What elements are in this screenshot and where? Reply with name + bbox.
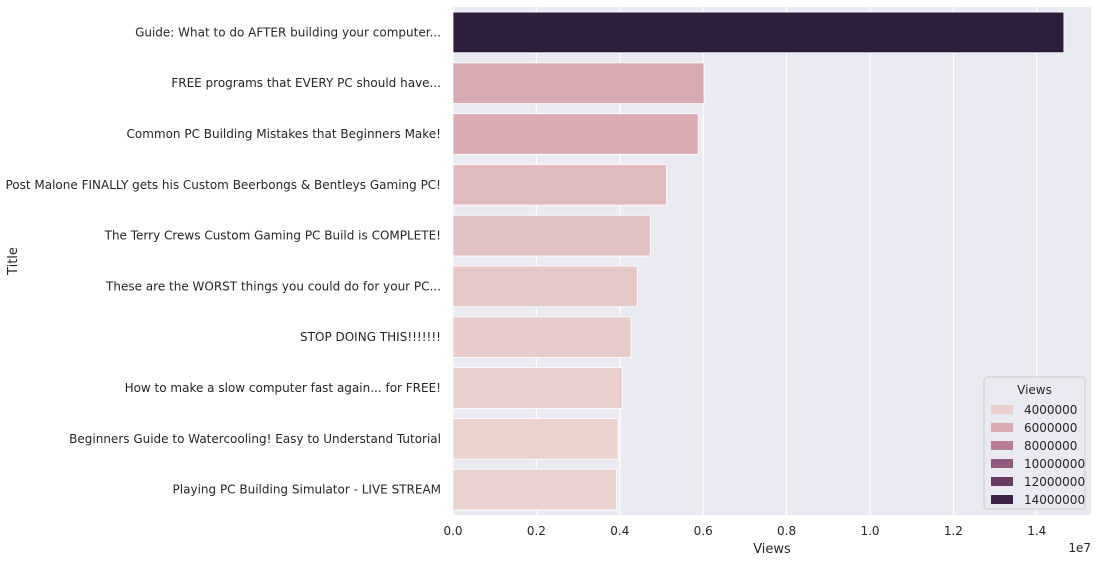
legend-swatch [991,405,1013,414]
x-tick-label: 1.2 [944,524,963,538]
legend-entry: 10000000 [1024,457,1085,471]
y-tick-label: Guide: What to do AFTER building your co… [135,25,441,39]
bar [452,468,617,511]
bar [452,62,705,104]
legend-swatch [991,423,1013,432]
legend-title: Views [1017,383,1052,397]
legend-swatch [991,441,1013,450]
bar [452,214,651,257]
x-tick-label: 0.2 [527,524,546,538]
legend-entry: 12000000 [1024,475,1085,489]
legend-swatch [991,477,1013,486]
legend-entry: 8000000 [1024,439,1077,453]
bar [452,418,619,460]
y-tick-label: Playing PC Building Simulator - LIVE STR… [173,483,441,497]
x-tick-label: 0.8 [777,524,796,538]
y-tick-label: FREE programs that EVERY PC should have.… [171,76,441,90]
x-tick-label: 0.6 [694,524,713,538]
legend-entry: 6000000 [1024,421,1077,435]
legend-swatch [991,495,1013,504]
x-tick-labels: 0.0 0.2 0.4 0.6 0.8 1.0 1.2 1.4 [443,524,1046,538]
bar [452,265,638,308]
y-tick-labels: Guide: What to do AFTER building your co… [5,25,441,496]
legend: Views 4000000 6000000 8000000 10000000 120000… [983,376,1086,510]
y-tick-label: Common PC Building Mistakes that Beginne… [126,127,441,141]
y-tick-label: The Terry Crews Custom Gaming PC Build i… [104,229,441,243]
y-tick-label: Beginners Guide to Watercooling! Easy to… [69,432,441,446]
y-tick-label: These are the WORST things you could do … [105,279,441,293]
bar [452,316,632,358]
y-axis-label: Title [6,247,21,276]
bars [452,11,1065,511]
legend-swatch [991,459,1013,468]
x-tick-label: 0.0 [443,524,462,538]
bar [452,367,623,409]
bar [452,11,1065,54]
y-tick-label: How to make a slow computer fast again..… [125,381,441,395]
y-tick-label: Post Malone FINALLY gets his Custom Beer… [5,178,441,192]
y-tick-label: STOP DOING THIS!!!!!!! [300,330,441,344]
x-axis-offset-label: 1e7 [1068,541,1091,555]
legend-entry: 4000000 [1024,403,1077,417]
x-axis-label: Views [753,542,791,557]
legend-entry: 14000000 [1024,493,1085,507]
x-tick-label: 1.4 [1027,524,1046,538]
x-tick-label: 0.4 [610,524,629,538]
x-tick-label: 1.0 [860,524,879,538]
bar [452,113,699,155]
bar [452,164,667,206]
